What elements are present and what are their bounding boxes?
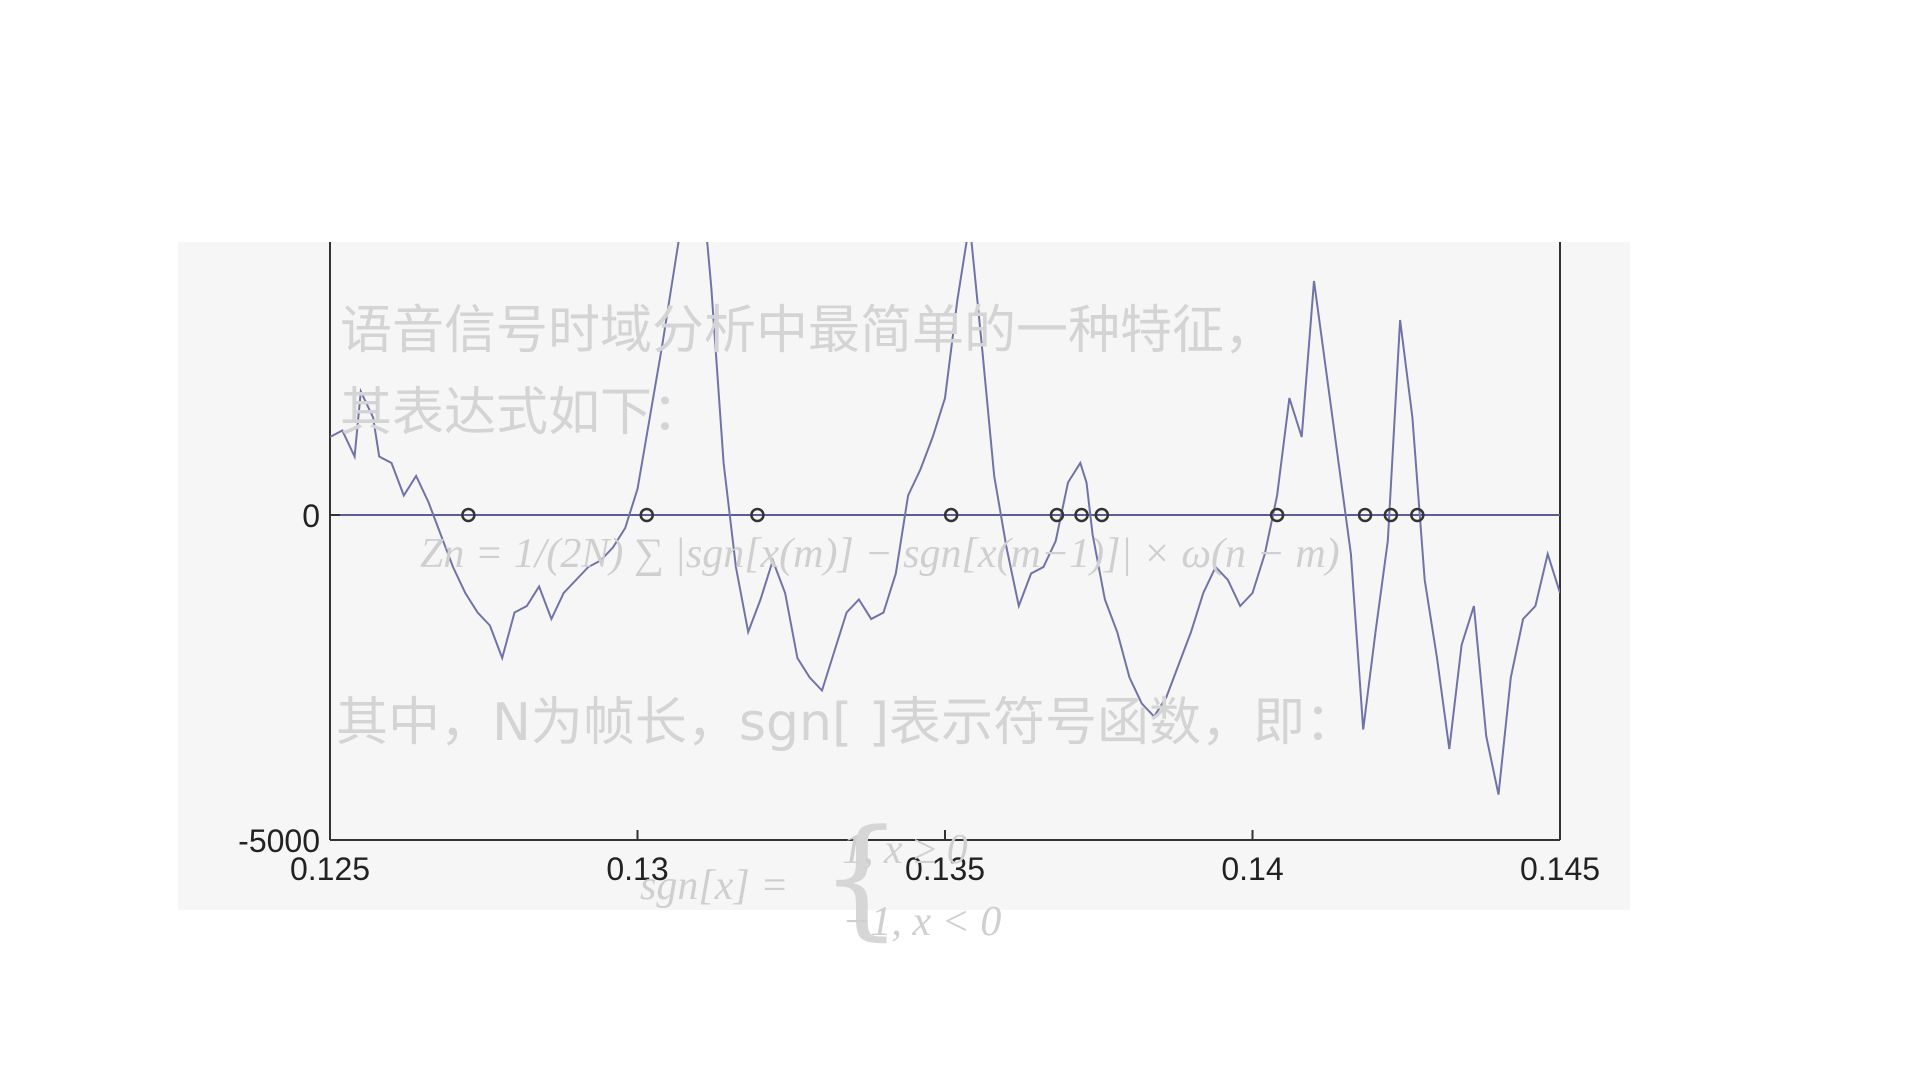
formula-sgn-lhs: sgn[x] = [640,863,789,909]
zero-crossing-marker [1074,507,1089,523]
x-tick-label: 0.135 [905,851,985,887]
x-tick-label: 0.145 [1520,851,1600,887]
overlay-text-line1: 语音信号时域分析中最简单的一种特征， [340,301,1277,361]
zero-crossing-marker [1049,507,1065,523]
formula-brace: { [820,801,903,953]
zero-crossing-marker [750,507,765,523]
x-tick-label: 0.14 [1221,851,1283,887]
y-tick-label: -5000 [238,823,320,859]
zero-crossing-marker [1357,507,1373,523]
y-tick-label: 0 [302,498,320,534]
formula-sgn-case-2: −1, x < 0 [842,899,1002,945]
zero-crossing-marker [1269,507,1285,523]
zero-crossing-marker [1410,507,1425,523]
formula-sgn-case-1: 1, x ≥ 0 [842,827,968,873]
zero-crossing-marker [1383,507,1399,523]
overlay-text-line2: 其表达式如下： [340,383,705,443]
zero-crossing-marker [1094,507,1110,523]
x-tick-label: 0.125 [290,851,370,887]
waveform-line [330,242,1560,795]
plot-panel: 0.125 0.13 0.135 0.14 0.145 -5000 0 [178,242,1630,910]
zero-crossing-marker [943,507,959,523]
x-tick-label: 0.13 [606,851,668,887]
formula-zero-crossing-rate: Zn = 1/(2N) ∑ |sgn[x(m)] − sgn[x(m−1)]| … [420,531,1340,577]
zero-crossing-marker [639,507,654,523]
zero-crossing-marker [461,507,476,523]
zero-crossing-chart: 0.125 0.13 0.135 0.14 0.145 -5000 0 [238,242,1600,887]
overlay-text-line3: 其中，N为帧长，sgn[ ]表示符号函数，即： [336,693,1358,753]
